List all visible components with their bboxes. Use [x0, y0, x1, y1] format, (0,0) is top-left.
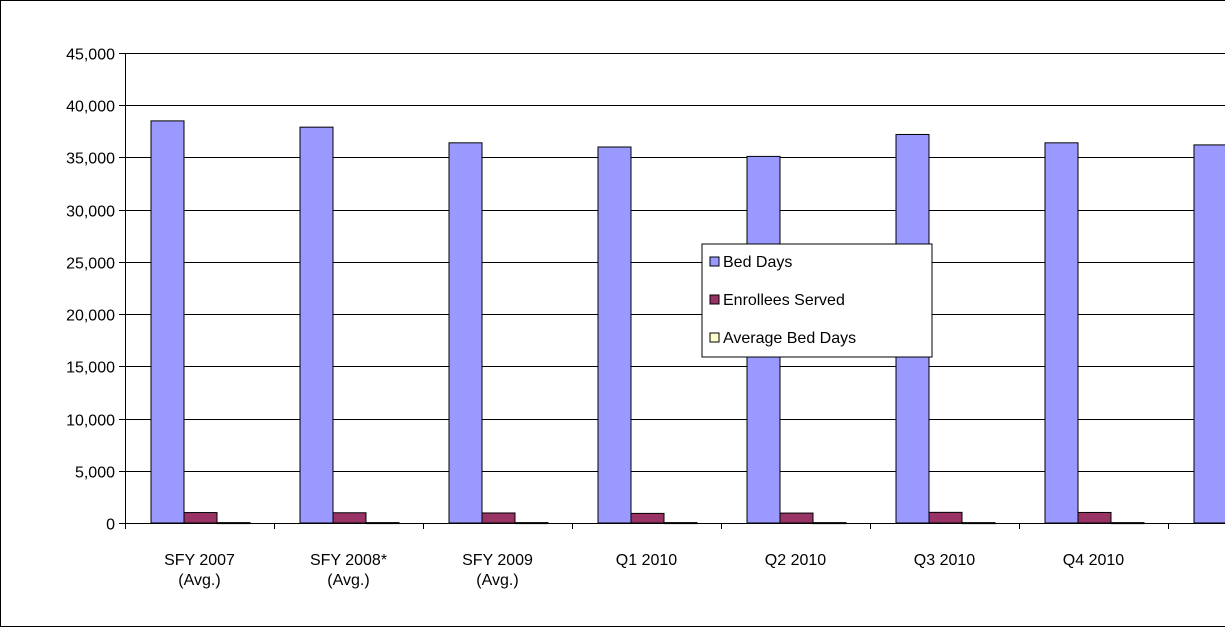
y-tick-label: 25,000: [66, 256, 115, 273]
y-tick-label: 35,000: [66, 151, 115, 168]
x-tick-label-line: Q3 2010: [914, 552, 975, 569]
y-tick-label: 0: [106, 517, 115, 534]
bar: [928, 511, 963, 524]
y-tick-label: 5,000: [75, 465, 115, 482]
x-tick-label: SFY 2007 (Avg.): [164, 552, 235, 589]
y-tick-label: 30,000: [66, 204, 115, 221]
x-tick-label: Q2 2010: [765, 552, 826, 569]
legend-swatch: [709, 256, 720, 267]
bar: [1044, 142, 1079, 524]
legend-label: Average Bed Days: [723, 330, 856, 347]
x-tick-label-line: Q2 2010: [765, 552, 826, 569]
bar: [630, 512, 665, 524]
bar: [597, 146, 632, 524]
y-tick-labels: 0 5,000 10,000 15,000 20,000 25,000 30,000 35,0…: [66, 47, 115, 534]
legend-box: [701, 243, 933, 358]
x-tick-label-line: (Avg.): [327, 572, 369, 589]
x-tick-label-line: Q1 2010: [616, 552, 677, 569]
bar: [448, 142, 483, 524]
x-tick-label-line: (Avg.): [476, 572, 518, 589]
x-tick-label: Q4 2010: [1063, 552, 1124, 569]
x-tick-label-line: SFY 2009: [462, 552, 533, 569]
bars: [150, 120, 1225, 525]
x-tick-labels: SFY 2007 (Avg.) SFY 2008* (Avg.) SFY 2009 (Av…: [164, 552, 1124, 589]
x-tick-label-line: SFY 2007: [164, 552, 235, 569]
bar: [332, 512, 367, 524]
bar: [150, 120, 185, 524]
x-tick-label-line: SFY 2008*: [310, 552, 387, 569]
x-tick-label-line: (Avg.): [178, 572, 220, 589]
bar: [1077, 511, 1112, 524]
legend-label: Enrollees Served: [723, 292, 845, 309]
legend-label: Bed Days: [723, 254, 792, 271]
legend: Bed Days Enrollees Served Average Bed Days: [701, 243, 933, 358]
x-tick-label: Q1 2010: [616, 552, 677, 569]
y-tick-label: 10,000: [66, 413, 115, 430]
x-tick-label: SFY 2009 (Avg.): [462, 552, 533, 589]
bar: [1193, 144, 1225, 524]
y-tick-label: 45,000: [66, 47, 115, 64]
bar: [481, 512, 516, 524]
bar: [183, 512, 218, 524]
y-tick-label: 20,000: [66, 308, 115, 325]
x-tick-label-line: Q4 2010: [1063, 552, 1124, 569]
y-tick-label: 15,000: [66, 360, 115, 377]
bar: [299, 126, 334, 524]
x-tick-label: Q3 2010: [914, 552, 975, 569]
legend-swatch: [709, 332, 720, 343]
legend-swatch: [709, 294, 720, 305]
axes: [119, 53, 1225, 529]
bar: [779, 512, 814, 524]
x-tick-label: SFY 2008* (Avg.): [310, 552, 387, 589]
y-tick-label: 40,000: [66, 99, 115, 116]
